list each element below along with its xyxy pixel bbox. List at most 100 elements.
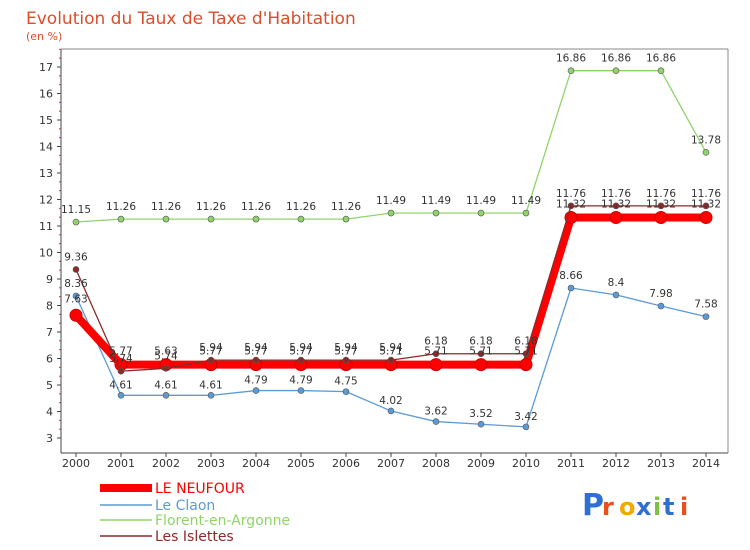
logo-letter: i: [680, 493, 688, 521]
data-point: [72, 266, 80, 273]
data-labels: 7.63 5.77 5.63 5.77 5.77 5.77 5.77 5.71 5.71 5.71…: [61, 53, 721, 423]
y-tick-label: 17: [39, 61, 53, 74]
data-point: [702, 313, 710, 320]
data-label: 4.75: [334, 376, 357, 388]
data-label: 9.36: [64, 251, 88, 263]
y-tick-label: 14: [39, 141, 53, 154]
data-label: 11.32: [601, 199, 631, 211]
data-label: 16.86: [646, 53, 676, 65]
data-point: [297, 215, 305, 223]
y-tick-label: 5: [46, 379, 53, 392]
plot-area: 7.63 5.77 5.63 5.77 5.77 5.77 5.77 5.71 5.71 5.71…: [61, 53, 721, 431]
data-label: 16.86: [601, 53, 631, 65]
data-label: 13.78: [691, 134, 721, 146]
data-label: 11.49: [511, 195, 541, 207]
data-label: 7.63: [64, 293, 87, 305]
series-le-claon: [72, 284, 710, 431]
data-label: 8.66: [559, 270, 583, 282]
data-label: 5.71: [379, 346, 402, 358]
x-tick-label: 2009: [467, 457, 495, 470]
data-point: [522, 350, 530, 358]
data-point: [474, 358, 488, 372]
data-label: 6.18: [424, 336, 447, 348]
data-label: 11.26: [241, 201, 271, 213]
x-tick-label: 2012: [602, 457, 630, 470]
data-label: 5.77: [334, 346, 357, 358]
y-tick-label: 8: [46, 300, 53, 313]
data-label: 11.32: [556, 199, 586, 211]
data-label: 8.4: [608, 277, 625, 289]
data-label: 5.94: [244, 342, 268, 354]
data-label: 7.98: [649, 288, 672, 300]
y-tick-label: 4: [46, 406, 53, 419]
data-point: [342, 215, 350, 223]
data-point: [612, 291, 620, 299]
logo-letter: o: [619, 493, 636, 521]
data-point: [162, 392, 170, 399]
data-label: 11.26: [151, 201, 181, 213]
y-tick-label: 11: [39, 220, 53, 233]
data-label: 5.94: [289, 342, 313, 354]
data-point: [117, 215, 125, 223]
data-label: 6.18: [514, 336, 537, 348]
x-tick-label: 2004: [242, 457, 270, 470]
data-label: 5.94: [334, 342, 358, 354]
data-label: 5.94: [199, 342, 223, 354]
y-tick-label: 10: [39, 247, 53, 260]
data-label: 16.86: [556, 53, 586, 65]
data-label: 11.49: [466, 195, 496, 207]
data-point: [297, 387, 305, 394]
logo-letter: r: [602, 493, 614, 521]
data-point: [342, 356, 350, 364]
data-label: 11.15: [61, 204, 91, 216]
data-label: 11.26: [331, 201, 361, 213]
data-point: [117, 392, 125, 399]
logo-letter: i: [653, 493, 661, 521]
data-point: [252, 387, 260, 394]
chart-subtitle: (en %): [26, 30, 62, 43]
data-point: [612, 67, 620, 75]
data-point: [432, 350, 440, 358]
data-point: [522, 209, 530, 217]
x-tick-label: 2002: [152, 457, 180, 470]
chart-title: Evolution du Taux de Taxe d'Habitation: [26, 9, 356, 29]
data-label: 11.76: [691, 188, 721, 200]
data-point: [477, 350, 485, 358]
data-label: 4.61: [154, 379, 177, 391]
logo-letter: x: [636, 493, 652, 521]
data-point: [297, 356, 305, 364]
y-tick-label: 6: [46, 353, 53, 366]
data-point: [612, 202, 620, 210]
data-point: [429, 358, 443, 372]
data-point: [522, 423, 530, 431]
data-point: [432, 418, 440, 425]
data-label: 11.49: [376, 195, 406, 207]
data-point: [342, 388, 350, 395]
data-point: [162, 365, 170, 372]
legend-label: Le Claon: [155, 498, 215, 514]
data-label: 5.77: [244, 346, 267, 358]
data-point: [657, 302, 665, 310]
data-point: [699, 211, 713, 225]
data-label: 8.36: [64, 278, 88, 290]
x-tick-label: 2001: [107, 457, 135, 470]
data-point: [432, 209, 440, 217]
data-label: 11.32: [646, 199, 676, 211]
data-point: [252, 215, 260, 223]
y-tick-label: 12: [39, 194, 53, 207]
x-tick-label: 2010: [512, 457, 540, 470]
legend-label: Florent-en-Argonne: [155, 513, 290, 529]
logo-letter: t: [663, 493, 674, 521]
proxiti-logo: Pr o x i t i: [582, 488, 688, 523]
data-label: 5.74: [154, 350, 178, 362]
data-label: 11.26: [286, 201, 316, 213]
legend-label: Les Islettes: [155, 529, 234, 545]
x-tick-label: 2014: [692, 457, 720, 470]
data-label: 11.76: [646, 188, 676, 200]
y-tick-label: 13: [39, 167, 53, 180]
data-point: [567, 202, 575, 210]
data-label: 11.76: [556, 188, 586, 200]
data-label: 6.18: [469, 336, 492, 348]
data-point: [609, 211, 623, 225]
